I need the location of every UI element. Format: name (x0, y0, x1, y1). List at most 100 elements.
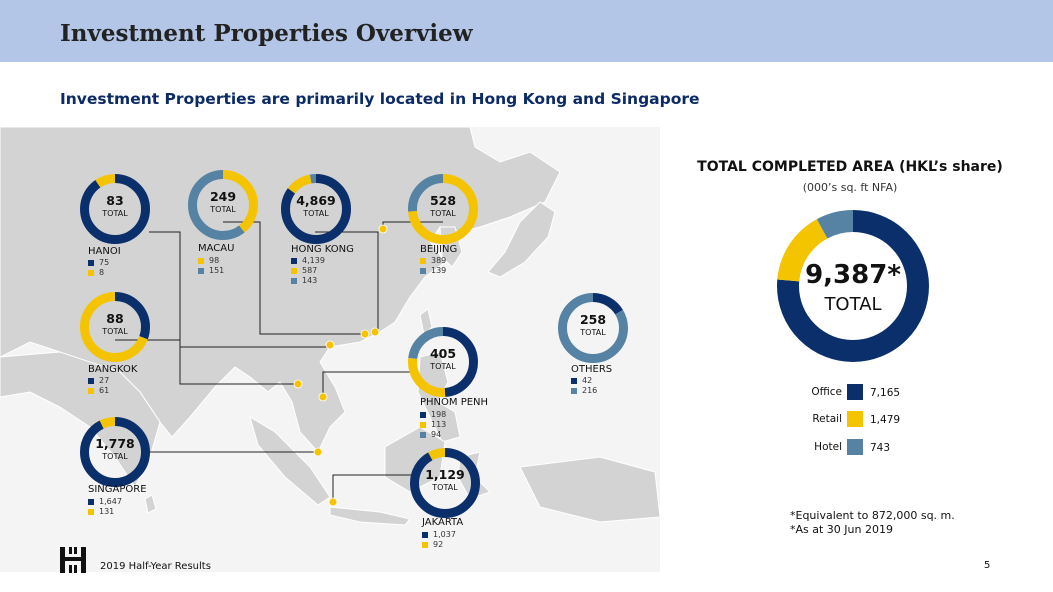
jakarta-office-value: 1,037 (433, 530, 456, 539)
jakarta-label: JAKARTA (422, 517, 464, 528)
bangkok-label: BANGKOK (88, 364, 138, 375)
legend-retail-value: 1,479 (870, 414, 901, 426)
hongkong-land-logo-icon (60, 547, 86, 573)
retail-swatch (422, 541, 428, 548)
jakarta-donut: 1,129 TOTAL (410, 448, 480, 518)
legend-hotel-label: Hotel (814, 441, 842, 453)
others-office-value: 42 (582, 376, 593, 385)
map-background (0, 127, 660, 572)
summary-total-label: TOTAL (824, 294, 882, 315)
macau-legend: 98 151 (198, 256, 224, 276)
page-subtitle: Investment Properties are primarily loca… (60, 90, 700, 108)
summary-subtitle: (000’s sq. ft NFA) (802, 181, 898, 194)
jakarta-total: 1,129 (425, 467, 465, 482)
beijing-retail-value: 389 (431, 256, 447, 265)
hongkong-retail-value: 587 (302, 266, 318, 275)
hanoi-label: HANOI (88, 246, 121, 257)
macau-total-label: TOTAL (210, 205, 236, 214)
retail-swatch (198, 257, 204, 264)
total-area-donut: 9,387* TOTAL (777, 210, 929, 362)
beijing-donut: 528 TOTAL (408, 174, 478, 244)
location-dots (293, 224, 388, 507)
hongkong-label: HONG KONG (291, 244, 354, 255)
bangkok-office-value: 27 (99, 376, 110, 385)
singapore-retail-value: 131 (99, 507, 115, 516)
hongkong-total-label: TOTAL (303, 209, 329, 218)
hotel-swatch (847, 439, 863, 455)
others-hotel-segment (558, 293, 628, 363)
others-total-label: TOTAL (580, 328, 606, 337)
singapore-donut: 1,778 TOTAL (80, 417, 150, 487)
hanoi-total: 83 (106, 193, 124, 208)
beijing-total-label: TOTAL (430, 209, 456, 218)
hongkong-legend: 4,139 587 143 (291, 256, 325, 286)
beijing-hotel-value: 139 (431, 266, 447, 275)
hotel-swatch (420, 431, 426, 438)
beijing-hotel-segment (408, 174, 478, 244)
bangkok-legend: 27 61 (88, 376, 109, 396)
bangkok-retail-value: 61 (99, 386, 110, 395)
phnompenh-total: 405 (429, 346, 457, 361)
hanoi-office-value: 75 (99, 258, 110, 267)
hanoi-retail-segment (80, 174, 150, 244)
singapore-total-label: TOTAL (102, 452, 128, 461)
header-bar: Investment Properties Overview (0, 0, 1053, 62)
legend-office-label: Office (811, 386, 842, 398)
office-swatch (847, 384, 863, 400)
office-swatch (88, 498, 94, 505)
hongkong-hotel-value: 143 (302, 276, 318, 285)
phnompenh-total-label: TOTAL (430, 362, 456, 371)
phnompenh-office-value: 198 (431, 410, 447, 419)
macau-hotel-value: 151 (209, 266, 225, 275)
jakarta-legend: 1,037 92 (422, 530, 456, 550)
hanoi-retail-value: 8 (99, 268, 105, 277)
summary-title: TOTAL COMPLETED AREA (HKL’s share) (697, 159, 1003, 175)
phnompenh-legend: 198 113 94 (420, 410, 446, 440)
macau-hotel-segment (188, 170, 258, 240)
retail-swatch (88, 269, 94, 276)
singapore-label: SINGAPORE (88, 484, 147, 495)
phnompenh-retail-value: 113 (431, 420, 447, 429)
retail-swatch (291, 267, 297, 274)
footnote-date: *As at 30 Jun 2019 (790, 523, 893, 536)
office-swatch (571, 377, 577, 384)
hanoi-donut: 83 TOTAL (80, 174, 150, 244)
others-donut: 258 TOTAL (558, 293, 628, 363)
singapore-office-value: 1,647 (99, 497, 122, 506)
jakarta-retail-value: 92 (433, 540, 444, 549)
bangkok-retail-segment (80, 292, 150, 362)
bangkok-donut: 88 TOTAL (80, 292, 150, 362)
beijing-label: BEIJING (420, 244, 458, 255)
asia-map (0, 127, 660, 572)
macau-total: 249 (209, 189, 237, 204)
singapore-retail-segment (80, 417, 150, 487)
page-number: 5 (984, 560, 991, 571)
hanoi-legend: 75 8 (88, 258, 109, 278)
hongkong-donut: 4,869 TOTAL (281, 174, 351, 244)
beijing-legend: 389 139 (420, 256, 446, 276)
footer-text: 2019 Half-Year Results (100, 561, 211, 572)
legend-retail-label: Retail (812, 413, 842, 425)
hotel-swatch (571, 387, 577, 394)
legend-office-value: 7,165 (870, 387, 901, 399)
phnompenh-retail-segment (408, 327, 478, 397)
retail-swatch (88, 508, 94, 515)
jakarta-retail-segment (410, 448, 480, 518)
hotel-swatch (420, 267, 426, 274)
hongkong-hotel-segment (281, 174, 351, 244)
legend-hotel-value: 743 (870, 442, 891, 454)
summary-total: 9,387* (805, 260, 901, 290)
macau-donut: 249 TOTAL (188, 170, 258, 240)
office-swatch (291, 257, 297, 264)
others-label: OTHERS (571, 364, 613, 375)
office-swatch (88, 259, 94, 266)
singapore-legend: 1,647 131 (88, 497, 122, 517)
jakarta-total-label: TOTAL (432, 483, 458, 492)
bangkok-total-label: TOTAL (102, 327, 128, 336)
phnompenh-label: PHNOM PENH (420, 397, 489, 408)
office-swatch (422, 531, 428, 538)
phnompenh-hotel-segment (408, 327, 478, 397)
footnote-equivalent: *Equivalent to 872,000 sq. m. (790, 509, 955, 522)
office-swatch (420, 411, 426, 418)
hongkong-total: 4,869 (296, 193, 336, 208)
